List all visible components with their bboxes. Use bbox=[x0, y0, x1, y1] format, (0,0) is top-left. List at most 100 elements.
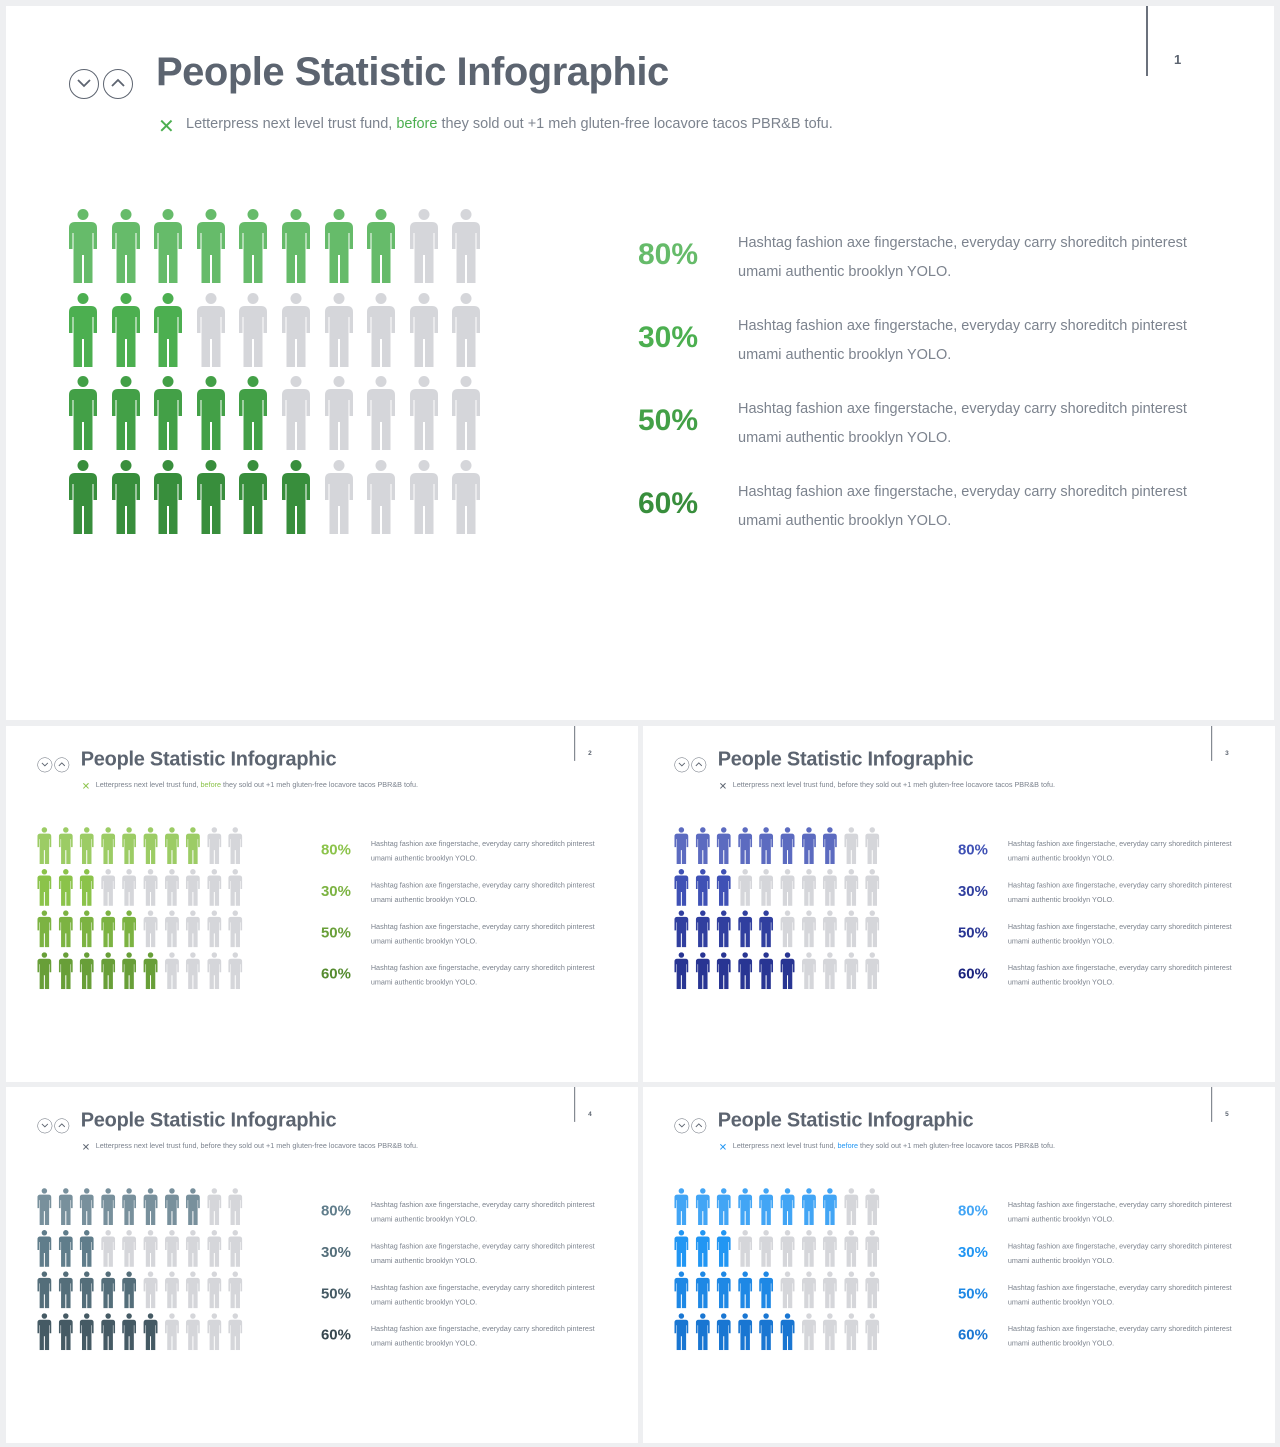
person-icon-empty bbox=[186, 868, 200, 906]
chevron-up-button[interactable] bbox=[691, 1118, 707, 1134]
person-icon-filled bbox=[37, 910, 52, 948]
person-icon-empty bbox=[844, 910, 859, 948]
person-icon-empty bbox=[452, 292, 481, 367]
stat-item: 60% Hashtag fashion axe fingerstache, ev… bbox=[321, 964, 610, 996]
slide-thumbnail[interactable]: People Statistic Infographic ✕ Letterpre… bbox=[6, 726, 638, 1082]
subtitle-start: Letterpress next level trust fund, bbox=[732, 1141, 836, 1150]
page-title: People Statistic Infographic bbox=[717, 747, 974, 770]
slide-thumbnail[interactable]: People Statistic Infographic ✕ Letterpre… bbox=[6, 1087, 638, 1443]
person-icon-empty bbox=[865, 1188, 880, 1226]
person-icon-empty bbox=[228, 1271, 243, 1309]
person-icon-filled bbox=[122, 1188, 137, 1226]
chevron-down-button[interactable] bbox=[37, 757, 53, 773]
chevron-up-button[interactable] bbox=[103, 69, 133, 99]
person-icon-filled bbox=[37, 827, 52, 865]
slide-thumbnail[interactable]: People Statistic Infographic ✕ Letterpre… bbox=[643, 1087, 1275, 1443]
chevron-down-icon bbox=[41, 762, 49, 767]
person-icon-empty bbox=[823, 1313, 837, 1350]
person-icon-empty bbox=[324, 292, 353, 367]
person-icon-filled bbox=[674, 910, 689, 948]
subtitle-highlight: before bbox=[396, 116, 438, 132]
people-grid bbox=[37, 1188, 246, 1354]
stat-description: Hashtag fashion axe fingerstache, everyd… bbox=[1007, 922, 1232, 946]
person-icon-empty bbox=[801, 952, 816, 989]
person-icon-empty bbox=[367, 376, 396, 450]
chevron-down-button[interactable] bbox=[69, 69, 99, 99]
person-icon-empty bbox=[207, 1313, 222, 1350]
stat-description: Hashtag fashion axe fingerstache, everyd… bbox=[1007, 1242, 1232, 1265]
person-icon-filled bbox=[759, 952, 774, 989]
chevron-up-icon bbox=[695, 762, 703, 767]
chevron-down-button[interactable] bbox=[37, 1118, 53, 1134]
person-icon-empty bbox=[228, 868, 243, 906]
chevron-up-button[interactable] bbox=[54, 1118, 70, 1134]
person-icon-filled bbox=[101, 1313, 116, 1350]
header-divider bbox=[1211, 726, 1212, 761]
person-icon-filled bbox=[58, 868, 73, 906]
person-icon-empty bbox=[865, 1271, 880, 1309]
stat-item: 50% Hashtag fashion axe fingerstache, ev… bbox=[958, 923, 1247, 954]
person-icon-filled bbox=[695, 868, 710, 906]
person-icon-empty bbox=[865, 868, 880, 906]
person-icon-empty bbox=[186, 952, 200, 989]
person-icon-empty bbox=[759, 868, 774, 906]
person-icon-empty bbox=[324, 459, 353, 534]
person-icon-filled bbox=[143, 827, 158, 865]
person-icon-empty bbox=[143, 1271, 158, 1309]
subtitle-start: Letterpress next level trust fund, bbox=[95, 1141, 199, 1150]
stat-percentage: 80% bbox=[638, 238, 699, 271]
person-icon-empty bbox=[759, 1229, 774, 1267]
person-icon-filled bbox=[674, 1271, 689, 1309]
page-title: People Statistic Infographic bbox=[80, 1108, 337, 1131]
stat-item: 80% Hashtag fashion axe fingerstache, ev… bbox=[958, 1201, 1247, 1233]
person-icon-empty bbox=[865, 1229, 880, 1267]
person-icon-filled bbox=[282, 209, 310, 283]
subtitle: Letterpress next level trust fund, before… bbox=[186, 116, 833, 132]
person-icon-empty bbox=[367, 292, 396, 367]
person-icon-filled bbox=[695, 1188, 710, 1226]
person-icon-filled bbox=[239, 459, 268, 534]
x-icon: ✕ bbox=[718, 780, 728, 792]
subtitle: Letterpress next level trust fund, before… bbox=[733, 1142, 1055, 1150]
chevron-down-button[interactable] bbox=[674, 757, 690, 773]
person-icon-filled bbox=[58, 1271, 73, 1309]
stat-item: 80% Hashtag fashion axe fingerstache, ev… bbox=[638, 235, 1218, 298]
chevron-up-button[interactable] bbox=[691, 757, 707, 773]
person-icon-filled bbox=[122, 910, 137, 948]
person-icon-empty bbox=[452, 459, 481, 534]
person-icon-empty bbox=[164, 952, 179, 989]
person-icon-filled bbox=[801, 827, 816, 865]
header-divider bbox=[1146, 6, 1148, 76]
chevron-up-button[interactable] bbox=[54, 757, 70, 773]
person-icon-empty bbox=[865, 1313, 880, 1350]
person-icon-empty bbox=[101, 1229, 116, 1267]
person-icon-filled bbox=[239, 209, 268, 283]
person-icon-empty bbox=[122, 1229, 137, 1267]
subtitle: Letterpress next level trust fund, before… bbox=[733, 781, 1055, 789]
stat-percentage: 60% bbox=[957, 1326, 988, 1344]
person-icon-filled bbox=[716, 910, 731, 948]
person-icon-filled bbox=[738, 1271, 753, 1309]
person-icon-empty bbox=[207, 1271, 222, 1309]
person-icon-filled bbox=[101, 910, 116, 948]
person-icon-filled bbox=[154, 209, 183, 283]
person-icon-filled bbox=[111, 209, 140, 283]
person-icon-filled bbox=[759, 1188, 774, 1226]
chevron-down-button[interactable] bbox=[674, 1118, 690, 1134]
person-icon-empty bbox=[143, 1229, 158, 1267]
slide-thumbnail[interactable]: People Statistic Infographic ✕ Letterpre… bbox=[6, 6, 1274, 720]
chevron-up-icon bbox=[58, 762, 66, 767]
person-icon-empty bbox=[324, 376, 353, 450]
person-icon-filled bbox=[716, 868, 731, 906]
person-icon-empty bbox=[780, 1229, 795, 1267]
person-icon-filled bbox=[79, 952, 94, 989]
person-icon-empty bbox=[844, 1271, 859, 1309]
person-icon-empty bbox=[844, 952, 859, 989]
slide-thumbnail[interactable]: People Statistic Infographic ✕ Letterpre… bbox=[643, 726, 1275, 1082]
subtitle: Letterpress next level trust fund, before… bbox=[96, 781, 418, 789]
person-icon-filled bbox=[79, 1229, 94, 1267]
person-icon-filled bbox=[759, 827, 774, 865]
person-icon-empty bbox=[844, 1188, 859, 1226]
person-icon-filled bbox=[695, 1229, 710, 1267]
person-icon-empty bbox=[844, 868, 859, 906]
